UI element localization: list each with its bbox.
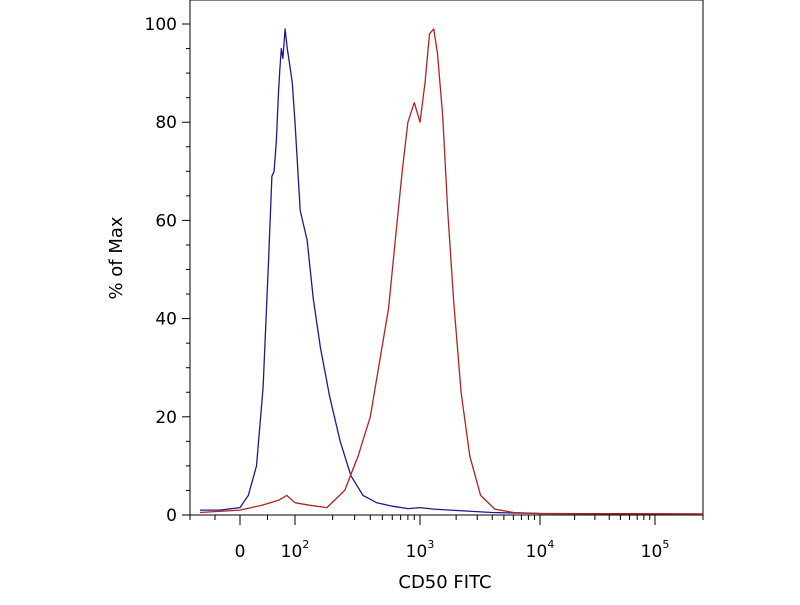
x-tick-label: 103 xyxy=(406,538,435,562)
x-tick-label: 105 xyxy=(641,538,670,562)
plot-frame xyxy=(189,0,704,516)
curves-layer xyxy=(199,28,704,515)
x-axis-title: CD50 FITC xyxy=(398,572,491,593)
y-tick-label: 60 xyxy=(155,211,177,231)
x-tick-label: 0 xyxy=(235,542,246,562)
y-axis-title: % of Max xyxy=(106,216,127,299)
histogram-series-blue xyxy=(200,28,704,515)
y-tick-label: 80 xyxy=(155,113,177,133)
y-tick-label: 40 xyxy=(155,310,177,330)
y-tick-label: 20 xyxy=(155,408,177,428)
y-axis: 0 20 40 60 80 100 xyxy=(145,15,190,526)
histogram-series-red xyxy=(199,28,704,515)
x-tick-label: 104 xyxy=(526,538,555,562)
y-tick-label: 0 xyxy=(166,506,177,526)
x-tick-label: 102 xyxy=(281,538,310,562)
x-axis: 0 102 103 104 105 xyxy=(189,515,704,562)
y-tick-label: 100 xyxy=(145,15,177,35)
